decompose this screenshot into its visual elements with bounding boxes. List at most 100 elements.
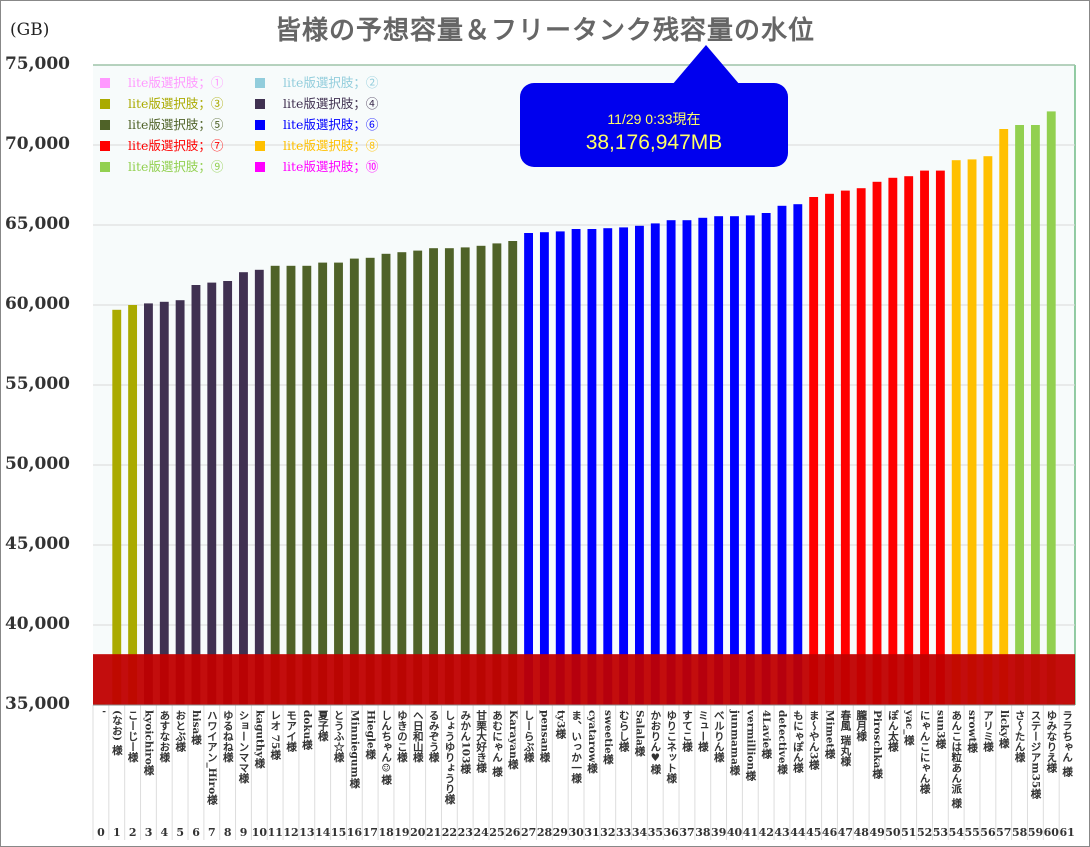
x-tick-label: あんこは粒あん派 様 [950,710,963,809]
x-index-label: 0 [97,826,105,839]
legend-label: lite版選択肢；⑤ [128,117,224,132]
legend-entry: lite版選択肢；③ [100,93,223,112]
x-tick-label: Karayan様 [506,710,519,770]
bar [872,181,882,706]
x-index-label: 21 [425,826,442,839]
legend-swatch [255,162,265,172]
x-index-label: 32 [600,826,616,839]
x-tick-label: すてこ様 [681,710,694,752]
x-index-label: 42 [758,826,774,839]
x-index-label: 22 [441,826,458,839]
bar [524,233,533,705]
bar [951,160,961,705]
x-tick-label: yac_様 [902,710,915,746]
x-index-label: 36 [663,826,679,839]
x-index-label: 25 [489,826,505,839]
bar [730,216,739,705]
bar [444,248,454,705]
x-tick-label: レオ 75様 [269,710,282,760]
legend-swatch [100,162,110,172]
x-index-label: 56 [980,826,996,839]
bar [777,205,787,706]
x-index-label: 30 [568,826,584,839]
x-index-label: 9 [239,826,248,839]
legend-entry: lite版選択肢；① [100,72,223,91]
x-tick-label: しんちゃん☺様 [380,710,393,785]
legend-swatch [100,99,110,109]
y-tick-label: 70,000 [4,134,70,154]
x-tick-label: kyoichiro様 [142,710,155,776]
legend-swatch [100,120,110,130]
x-index-label: 39 [711,826,727,839]
legend-swatch [255,141,265,151]
legend-label: lite版選択肢；⑩ [283,159,379,174]
y-axis-unit: (GB) [10,20,50,40]
x-tick-label: srowt様 [966,710,979,753]
legend-entry: lite版選択肢；⑨ [100,156,223,175]
bar [650,223,660,705]
bar [571,229,581,705]
x-tick-label: ぽん太様 [886,710,899,752]
legend-entry: lite版選択肢；② [255,72,378,91]
x-tick-label: detective様 [776,710,789,775]
bar [603,228,613,705]
x-tick-label: るみぞう様 [427,710,440,763]
bar [1015,125,1024,705]
x-index-label: 31 [584,826,600,839]
bar [635,225,644,706]
bar [318,262,328,705]
x-index-label: 11 [267,826,283,839]
bar [1030,125,1040,705]
x-tick-label: 甘栗大好き様 [475,710,488,773]
x-index-label: 57 [996,826,1012,839]
x-tick-label: ゆるねね様 [221,710,234,763]
bar [809,197,819,705]
x-tick-label: こーじー様 [126,710,139,763]
x-tick-label: licky様 [997,710,1010,749]
bar [413,250,423,705]
legend-swatch [255,78,265,88]
bar [698,217,708,706]
x-tick-label: ララちゃん 様 [1061,710,1074,777]
x-tick-label: ミュー様 [696,710,709,752]
legend-swatch [255,99,265,109]
y-tick-label: 45,000 [4,534,70,554]
x-tick-label: べルりん様 [712,710,725,763]
bar [967,159,977,705]
bar [286,265,296,705]
x-tick-label: kaguthy様 [253,710,266,769]
bar [587,229,597,705]
x-tick-label: sweetie様 [601,710,614,765]
x-tick-label: ゆきのこ様 [395,710,408,763]
y-tick-label: 50,000 [4,454,70,474]
bar [904,176,914,705]
y-tick-label: 55,000 [4,374,70,394]
bar [223,281,233,705]
x-tick-label: ty3様 [554,710,567,739]
x-tick-label: sun3様 [934,710,947,749]
bar [397,252,407,705]
x-index-label: 53 [932,826,949,839]
x-index-label: 55 [964,826,980,839]
legend-label: lite版選択肢；③ [128,96,224,111]
x-index-label: 50 [885,826,901,839]
bar [508,241,518,705]
x-tick-label: むらし様 [617,710,630,752]
chart-title: 皆様の予想容量＆フリータンク残容量の水位 [274,16,815,46]
x-tick-label: にゃんこにゃん様 [918,710,931,794]
x-index-label: 18 [378,826,394,839]
bar [349,258,359,705]
bar [983,156,993,705]
bar [920,170,929,706]
x-index-label: 43 [774,826,790,839]
bar [714,216,724,705]
x-tick-label: Hiegle様 [364,710,377,760]
water-level-band [93,654,1075,705]
legend-label: lite版選択肢；④ [283,96,379,111]
bar [840,190,850,706]
x-index-label: 23 [457,826,473,839]
x-index-label: 15 [330,826,347,839]
x-index-label: 28 [536,826,553,839]
bar [270,265,280,705]
legend-label: lite版選択肢；⑧ [283,138,379,153]
